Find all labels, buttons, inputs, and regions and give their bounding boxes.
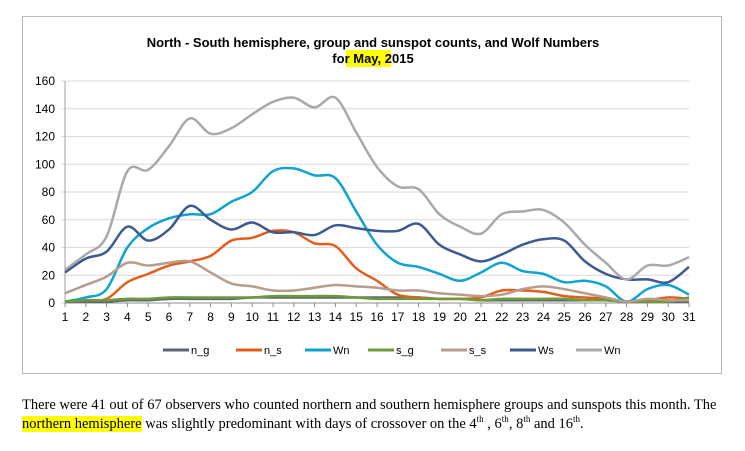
series-line-7-wn: [64, 95, 690, 281]
y-tick-label: 20: [42, 268, 56, 282]
x-tick-label: 22: [495, 310, 509, 324]
legend-label: n_g: [191, 345, 209, 357]
caption-text-4: , 8: [508, 416, 524, 432]
legend-label: s_g: [396, 345, 414, 357]
x-tick-label: 1: [62, 310, 69, 324]
caption-highlight: northern hemisphere: [22, 416, 142, 432]
x-tick-label: 9: [228, 310, 235, 324]
x-tick-label: 2: [82, 310, 89, 324]
y-tick-label: 140: [35, 102, 55, 116]
legend-label: s_s: [469, 345, 487, 357]
legend-label: Ws: [538, 345, 554, 357]
y-axis: 0 20 40 60 80 100 120 140 160: [35, 74, 66, 310]
caption-paragraph: There were 41 out of 67 observers who co…: [22, 396, 734, 434]
title-suffix: 2015: [381, 51, 414, 66]
y-tick-label: 160: [35, 74, 55, 88]
x-tick-label: 6: [166, 310, 173, 324]
x-tick-label: 10: [246, 310, 260, 324]
x-tick-label: 5: [145, 310, 152, 324]
series-line-2-n_s: [64, 229, 690, 303]
x-tick-label: 18: [412, 310, 426, 324]
x-tick-label: 15: [350, 310, 364, 324]
y-tick-label: 120: [35, 130, 55, 144]
caption-sup-4: th: [573, 414, 581, 425]
y-tick-label: 100: [35, 157, 55, 171]
x-tick-label: 11: [267, 310, 280, 324]
x-tick-label: 30: [662, 310, 676, 324]
chart-title-line2: for May, 2015: [332, 51, 413, 66]
caption-sup-2: th: [501, 414, 509, 425]
x-tick-label: 4: [124, 310, 131, 324]
legend-label: n_s: [264, 345, 282, 357]
x-tick-label: 21: [474, 310, 488, 324]
x-tick-label: 7: [186, 310, 193, 324]
y-tick-label: 60: [42, 213, 56, 227]
y-tick-label: 40: [42, 241, 56, 255]
title-highlight: [346, 50, 391, 67]
x-tick-label: 27: [599, 310, 613, 324]
x-tick-label: 12: [287, 310, 301, 324]
x-tick-label: 25: [558, 310, 572, 324]
x-tick-label: 24: [537, 310, 551, 324]
caption-text-2: was slightly predominant with days of cr…: [141, 416, 477, 432]
title-prefix: fo: [332, 51, 344, 66]
x-tick-label: 28: [620, 310, 634, 324]
caption-text-1: There were 41 out of 67 observers who co…: [22, 397, 717, 413]
series-line-3-wn: [64, 166, 690, 303]
x-tick-label: 14: [329, 310, 343, 324]
x-tick-label: 19: [433, 310, 447, 324]
legend: n_g n_s Wn s_g s_s Ws Wn: [163, 345, 621, 357]
legend-label: Wn: [604, 345, 621, 357]
caption-text-6: .: [580, 416, 584, 432]
line-chart: North - South hemisphere, group and suns…: [35, 35, 696, 357]
chart-frame: North - South hemisphere, group and suns…: [22, 16, 722, 374]
series-line-5-s_s: [64, 259, 690, 303]
x-tick-label: 29: [641, 310, 655, 324]
x-tick-label: 23: [516, 310, 530, 324]
title-highlight-text: r May,: [345, 51, 382, 66]
series-lines: [64, 95, 690, 304]
x-tick-label: 17: [391, 310, 405, 324]
caption-text-3: , 6: [483, 416, 502, 432]
x-axis: 1 2 3 4 5 6 7 8 9 10 11 12 13 14 15 16 17 18 19 20 21 22 23 24 2…: [62, 302, 696, 324]
x-tick-label: 13: [308, 310, 322, 324]
series-line-6-ws: [64, 204, 690, 284]
caption-text-5: and 16: [530, 416, 574, 432]
chart-title-line1: North - South hemisphere, group and suns…: [147, 35, 600, 50]
y-tick-label: 0: [48, 296, 55, 310]
x-tick-label: 3: [103, 310, 110, 324]
x-tick-label: 20: [454, 310, 468, 324]
caption-sup-1: th: [476, 414, 484, 425]
y-tick-label: 80: [42, 185, 56, 199]
x-tick-label: 26: [578, 310, 592, 324]
x-tick-label: 31: [682, 310, 696, 324]
legend-label: Wn: [333, 345, 350, 357]
x-tick-label: 16: [370, 310, 384, 324]
x-tick-label: 8: [207, 310, 214, 324]
series-line-4-s_g: [64, 294, 690, 304]
caption-sup-3: th: [523, 414, 531, 425]
